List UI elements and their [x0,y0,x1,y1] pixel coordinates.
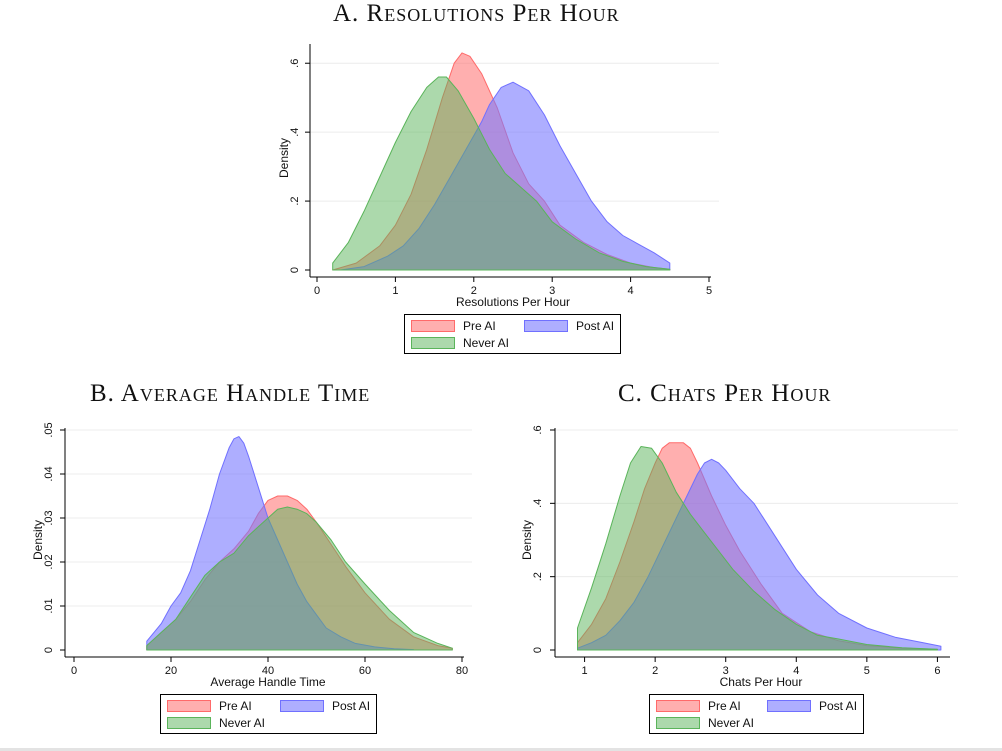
bottom-divider [0,748,1002,751]
chart-b-x-tick-label: 0 [71,665,77,677]
chart-b-x-axis-title: Average Handle Time [210,675,326,689]
legend-c-pre-swatch [656,700,700,712]
chart-a-y-tick-label: 0 [289,267,301,273]
legend-b-pre: Pre AI [167,699,252,713]
chart-b-plot: 0 20 40 60 80 0 .01 .02 .03 .04 .05 Average Handle … [31,422,472,689]
legend-c-post-swatch [767,700,811,712]
legend-a-pre-swatch [411,320,455,332]
legend-b-never-label: Never AI [219,716,266,730]
legend-a-post: Post AI [524,319,614,333]
chart-a-x-tick-label: 1 [392,285,398,297]
chart-c-y-axis-title: Density [520,520,534,560]
legend-b-never: Never AI [167,716,265,730]
chart-c-plot: 1 2 3 4 5 6 0 .2 .4 .6 Chats Per Hour Density [520,425,958,689]
chart-b-y-tick-label: .04 [43,466,55,481]
chart-a-plot: 0 1 2 3 4 5 0 .2 .4 .6 Resolutions Per Hour Density [277,44,719,309]
legend-b-post-label: Post AI [332,699,371,713]
chart-a-x-tick-label: 2 [471,285,477,297]
legend-a-post-label: Post AI [576,319,615,333]
chart-c-title: C. Chats Per Hour [618,380,832,407]
legend-a-post-swatch [524,320,568,332]
chart-c-x-axis-title: Chats Per Hour [720,675,803,689]
legend-c: Pre AI Post AI Never AI [649,694,864,734]
chart-b-x-tick-label: 60 [359,665,371,677]
legend-c-post: Post AI [767,699,857,713]
chart-c-x-tick-label: 1 [582,665,588,677]
chart-a-title: A. Resolutions Per Hour [333,0,620,27]
chart-b-x-tick-label: 40 [262,665,274,677]
legend-b-pre-label: Pre AI [219,699,252,713]
chart-b-series-never-ai [146,506,453,651]
legend-c-never-swatch [656,717,700,729]
legend-b-post-swatch [280,700,324,712]
chart-c-series-never-ai [577,446,938,651]
legend-c-pre: Pre AI [656,699,741,713]
chart-a-y-tick-label: .4 [289,128,301,137]
chart-c-y-tick-label: .6 [532,425,544,434]
legend-c-post-label: Post AI [819,699,858,713]
chart-b-y-axis-title: Density [31,520,45,560]
chart-a-x-tick-label: 4 [628,285,634,297]
chart-c-x-tick-label: 3 [723,665,729,677]
chart-b-y-tick-label: .05 [43,422,55,437]
chart-a-x-axis-title: Resolutions Per Hour [456,295,570,309]
legend-a-pre: Pre AI [411,319,496,333]
chart-a-y-axis-title: Density [277,138,291,178]
chart-b-x-tick-label: 20 [165,665,177,677]
legend-c-never-label: Never AI [708,716,755,730]
chart-c-y-tick-label: .4 [532,499,544,508]
chart-c-y-tick-label: 0 [532,647,544,653]
chart-a-y-tick-label: .2 [289,196,301,205]
chart-c-x-tick-label: 6 [934,665,940,677]
legend-a-never-label: Never AI [463,336,510,350]
legend-c-never: Never AI [656,716,754,730]
legend-b: Pre AI Post AI Never AI [160,694,377,734]
legend-a-never: Never AI [411,336,509,350]
chart-a-y-tick-label: .6 [289,59,301,68]
legend-a: Pre AI Post AI Never AI [404,314,621,354]
chart-b-y-tick-label: .01 [43,598,55,613]
chart-b-title: B. Average Handle Time [90,380,371,407]
chart-a-x-tick-label: 0 [314,285,320,297]
chart-c-y-tick-label: .2 [532,572,544,581]
chart-b-y-tick-label: 0 [43,647,55,653]
chart-c-x-tick-label: 4 [793,665,799,677]
chart-b-y-tick-label: .02 [43,554,55,569]
chart-a-x-tick-label: 3 [549,285,555,297]
legend-a-pre-label: Pre AI [463,319,496,333]
legend-b-never-swatch [167,717,211,729]
chart-b-y-tick-label: .03 [43,510,55,525]
legend-a-never-swatch [411,337,455,349]
chart-b-x-tick-label: 80 [456,665,468,677]
chart-c-x-tick-label: 5 [864,665,870,677]
legend-b-pre-swatch [167,700,211,712]
chart-a-x-tick-label: 5 [706,285,712,297]
legend-b-post: Post AI [280,699,370,713]
chart-c-x-tick-label: 2 [652,665,658,677]
chart-a-series-never-ai [332,76,671,271]
legend-c-pre-label: Pre AI [708,699,741,713]
